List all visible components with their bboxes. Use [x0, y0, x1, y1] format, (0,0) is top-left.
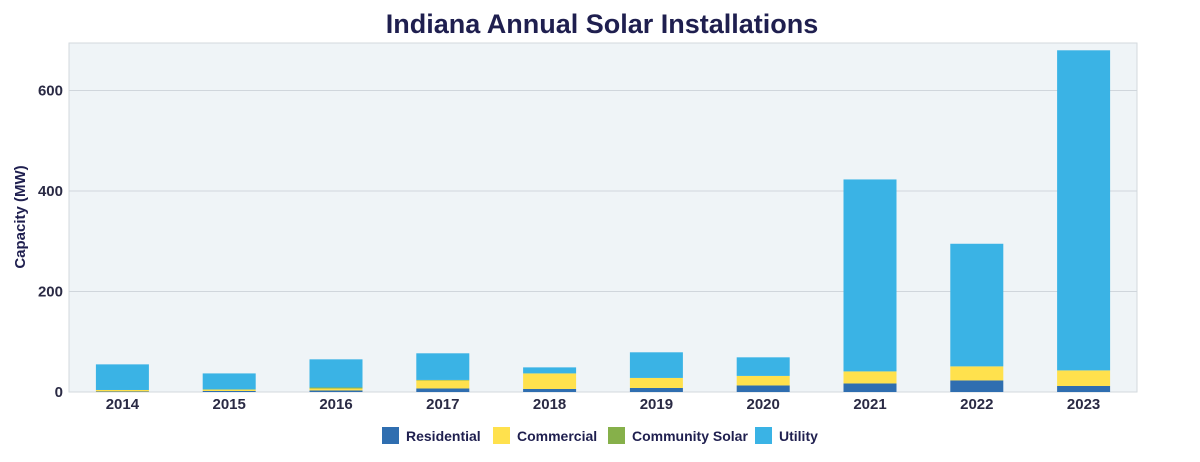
x-tick-label: 2021 — [853, 396, 886, 413]
bar-commercial-2020 — [736, 375, 790, 386]
bar-community-solar-2016 — [309, 387, 363, 389]
bar-commercial-2017 — [416, 380, 470, 389]
bar-utility-2015 — [202, 373, 256, 390]
bar-residential-2019 — [629, 387, 683, 392]
y-tick-label: 200 — [38, 284, 63, 301]
y-tick-label: 0 — [55, 384, 63, 401]
x-tick-label: 2022 — [960, 396, 993, 413]
legend-swatch-residential — [382, 427, 399, 444]
bar-utility-2019 — [629, 352, 683, 378]
x-tick-label: 2018 — [533, 396, 566, 413]
y-tick-label: 600 — [38, 83, 63, 100]
bars — [95, 50, 1111, 392]
x-tick-label: 2016 — [319, 396, 352, 413]
bar-commercial-2014 — [95, 389, 149, 392]
bar-utility-2021 — [843, 179, 897, 372]
legend-label-residential: Residential — [406, 428, 481, 444]
bar-community-solar-2017 — [416, 379, 470, 381]
bar-residential-2022 — [950, 380, 1004, 392]
bar-utility-2022 — [950, 243, 1004, 367]
legend-swatch-commercial — [493, 427, 510, 444]
x-tick-label: 2020 — [747, 396, 780, 413]
legend-label-commercial: Commercial — [517, 428, 597, 444]
bar-utility-2017 — [416, 353, 470, 380]
bar-utility-2020 — [736, 357, 790, 376]
legend-swatch-community-solar — [608, 427, 625, 444]
bar-residential-2020 — [736, 385, 790, 392]
bar-residential-2023 — [1057, 385, 1111, 392]
y-tick-label: 400 — [38, 183, 63, 200]
bar-commercial-2018 — [523, 373, 577, 389]
bar-commercial-2019 — [629, 377, 683, 388]
x-tick-label: 2014 — [106, 396, 140, 413]
bar-utility-2023 — [1057, 50, 1111, 371]
y-axis-label: Capacity (MW) — [12, 165, 29, 268]
bar-utility-2016 — [309, 359, 363, 388]
bar-commercial-2015 — [202, 389, 256, 391]
legend: Residential Commercial Community Solar Util… — [382, 427, 818, 444]
bar-commercial-2023 — [1057, 370, 1111, 386]
chart-title: Indiana Annual Solar Installations — [386, 9, 819, 39]
x-tick-label: 2019 — [640, 396, 673, 413]
bar-residential-2015 — [202, 390, 256, 392]
x-axis-ticks: 2014 2015 2016 2017 2018 2019 2020 2021 2022 2023 — [106, 396, 1101, 413]
bar-residential-2017 — [416, 388, 470, 392]
bar-residential-2021 — [843, 383, 897, 392]
bar-commercial-2022 — [950, 366, 1004, 381]
bar-residential-2016 — [309, 390, 363, 392]
bar-commercial-2016 — [309, 388, 363, 391]
legend-swatch-utility — [755, 427, 772, 444]
legend-label-utility: Utility — [779, 428, 818, 444]
bar-residential-2018 — [523, 388, 577, 392]
x-tick-label: 2017 — [426, 396, 459, 413]
x-tick-label: 2023 — [1067, 396, 1100, 413]
x-tick-label: 2015 — [213, 396, 246, 413]
bar-commercial-2021 — [843, 371, 897, 384]
bar-utility-2014 — [95, 364, 149, 390]
legend-label-community-solar: Community Solar — [632, 428, 748, 444]
bar-utility-2018 — [523, 367, 577, 374]
y-axis-ticks: 0 200 400 600 — [38, 83, 63, 402]
bar-residential-2014 — [95, 391, 149, 392]
